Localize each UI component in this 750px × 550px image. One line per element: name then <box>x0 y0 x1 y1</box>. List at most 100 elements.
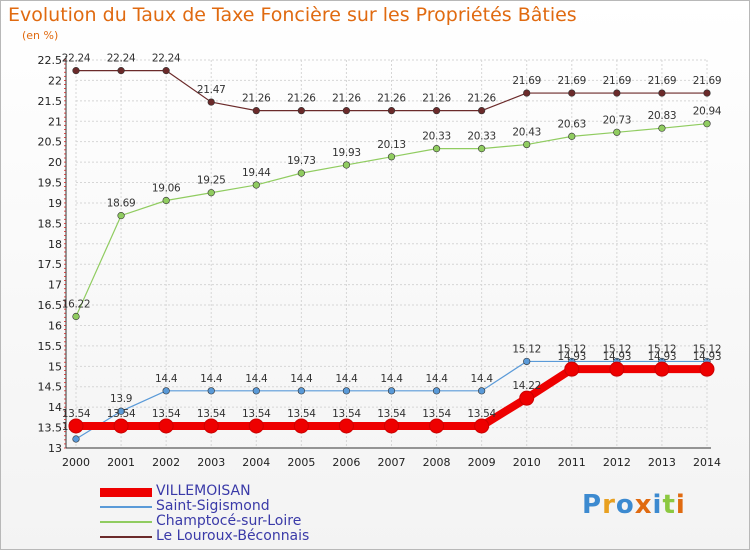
data-point <box>297 387 305 395</box>
data-point <box>72 67 80 75</box>
legend-swatch <box>100 487 152 497</box>
y-tick-label: 22.5 <box>38 54 63 67</box>
data-label: 19.06 <box>152 182 181 194</box>
data-label: 13.9 <box>110 393 132 405</box>
data-label: 20.94 <box>693 106 722 118</box>
legend-swatch <box>100 506 152 508</box>
data-label: 14.4 <box>471 373 494 385</box>
data-label: 14.4 <box>380 373 403 385</box>
data-label: 13.54 <box>107 408 136 420</box>
data-point <box>658 89 666 97</box>
data-point <box>613 128 621 136</box>
data-label: 15.12 <box>603 343 632 355</box>
data-point <box>117 407 125 415</box>
y-tick-label: 18 <box>48 238 62 251</box>
y-tick-label: 13 <box>48 442 62 455</box>
x-tick-label: 2010 <box>513 456 541 469</box>
data-point <box>297 107 305 115</box>
data-point <box>162 196 170 205</box>
x-tick-label: 2013 <box>648 456 676 469</box>
data-point <box>342 107 351 115</box>
data-point <box>432 387 441 395</box>
data-label: 14.4 <box>155 373 178 385</box>
data-point <box>478 387 486 395</box>
data-point <box>432 145 441 153</box>
x-tick-label: 2001 <box>107 456 135 469</box>
x-tick-label: 2011 <box>558 456 586 469</box>
y-tick-label: 17.5 <box>38 258 63 271</box>
data-label: 14.4 <box>335 373 358 385</box>
data-point <box>658 124 666 132</box>
data-label: 13.54 <box>332 408 361 420</box>
legend-swatch <box>100 536 152 538</box>
data-point <box>248 418 264 434</box>
data-point <box>207 189 215 197</box>
data-label: 13.54 <box>377 408 406 420</box>
data-point <box>703 120 711 128</box>
data-label: 20.33 <box>467 131 496 143</box>
data-label: 20.43 <box>512 127 541 139</box>
x-tick-label: 2008 <box>423 456 451 469</box>
data-label: 19.93 <box>332 147 361 159</box>
data-label: 14.93 <box>603 351 632 363</box>
y-tick-label: 21 <box>48 115 62 128</box>
data-label: 14.4 <box>200 373 223 385</box>
data-label: 13.54 <box>467 408 496 420</box>
data-label: 14.22 <box>512 380 541 392</box>
data-label: 20.63 <box>558 118 587 130</box>
data-point <box>609 361 625 377</box>
legend-label: Le Louroux-Béconnais <box>156 528 310 544</box>
data-point <box>478 107 486 115</box>
legend-item: Saint-Sigismond <box>100 498 360 515</box>
y-tick-label: 20 <box>48 156 62 169</box>
data-point <box>429 418 445 434</box>
data-label: 21.69 <box>558 75 587 87</box>
data-point <box>523 140 531 149</box>
data-label: 20.73 <box>603 114 632 126</box>
data-label: 21.26 <box>287 93 316 105</box>
y-tick-label: 15.5 <box>38 340 63 353</box>
data-label: 21.69 <box>648 75 677 87</box>
data-label: 19.73 <box>287 155 316 167</box>
data-point <box>338 418 354 434</box>
y-tick-label: 14.5 <box>38 381 63 394</box>
data-point <box>293 418 309 434</box>
data-label: 14.4 <box>425 373 448 385</box>
data-point <box>162 67 170 75</box>
data-label: 13.54 <box>197 408 226 420</box>
data-label: 13.54 <box>242 408 271 420</box>
data-point <box>384 418 399 434</box>
data-point <box>158 418 174 434</box>
data-label: 21.26 <box>332 93 361 105</box>
data-label: 18.69 <box>107 198 136 210</box>
data-point <box>117 212 125 220</box>
data-label: 15.12 <box>693 343 722 355</box>
data-label: 19.25 <box>197 175 226 187</box>
legend-label: Saint-Sigismond <box>156 498 270 514</box>
data-point <box>113 418 129 434</box>
legend-label: VILLEMOISAN <box>156 483 251 499</box>
data-label: 15.12 <box>512 343 541 355</box>
y-tick-label: 13.5 <box>38 422 63 435</box>
y-tick-label: 20.5 <box>38 136 63 149</box>
legend-item: Le Louroux-Béconnais <box>100 528 360 545</box>
data-label: 21.26 <box>467 93 496 105</box>
data-point <box>342 387 351 395</box>
y-tick-label: 21.5 <box>38 95 63 108</box>
x-tick-label: 2006 <box>332 456 360 469</box>
legend-swatch <box>100 521 152 523</box>
y-tick-label: 15 <box>48 360 62 373</box>
data-point <box>613 89 621 97</box>
x-tick-label: 2002 <box>152 456 180 469</box>
data-point <box>568 89 576 97</box>
data-label: 21.47 <box>197 84 226 96</box>
data-point <box>162 387 170 395</box>
data-point <box>519 390 535 406</box>
data-label: 15.12 <box>648 343 677 355</box>
data-label: 13.54 <box>152 408 181 420</box>
data-point <box>207 98 215 106</box>
x-tick-label: 2004 <box>242 456 270 469</box>
data-label: 21.26 <box>422 93 451 105</box>
data-point <box>568 132 576 140</box>
chart-title: Evolution du Taux de Taxe Foncière sur l… <box>8 4 577 26</box>
